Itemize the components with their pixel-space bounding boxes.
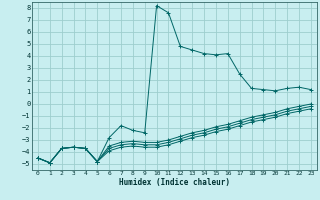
X-axis label: Humidex (Indice chaleur): Humidex (Indice chaleur) bbox=[119, 178, 230, 187]
